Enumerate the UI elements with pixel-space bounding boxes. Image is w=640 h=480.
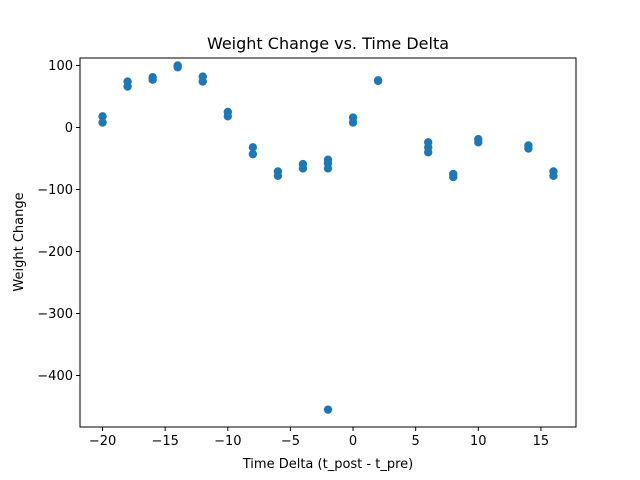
data-point xyxy=(248,143,258,152)
data-point xyxy=(123,82,132,91)
data-point xyxy=(424,148,433,157)
chart-title: Weight Change vs. Time Delta xyxy=(207,34,449,53)
data-point xyxy=(449,172,458,182)
data-points xyxy=(98,61,558,414)
data-point xyxy=(474,138,483,147)
x-tick-label: −20 xyxy=(89,434,116,449)
x-tick-label: −15 xyxy=(151,434,178,449)
y-tick-label: −400 xyxy=(37,369,73,384)
data-point xyxy=(524,144,533,153)
y-tick-label: −300 xyxy=(37,307,73,322)
x-tick-label: 10 xyxy=(470,434,487,449)
data-point xyxy=(549,171,558,181)
y-tick-label: −200 xyxy=(37,245,73,260)
x-tick-label: 5 xyxy=(412,434,420,449)
data-point xyxy=(323,164,333,173)
data-point xyxy=(348,118,358,127)
data-point xyxy=(273,171,283,181)
x-tick-label: −5 xyxy=(281,434,300,449)
y-tick-label: −100 xyxy=(37,183,73,198)
y-tick-label: 0 xyxy=(65,121,73,136)
data-point xyxy=(223,112,232,121)
data-point xyxy=(373,76,383,86)
data-point xyxy=(173,63,182,72)
data-point xyxy=(198,77,207,86)
data-point xyxy=(148,75,157,84)
y-tick-label: 100 xyxy=(48,59,73,74)
x-tick-label: 0 xyxy=(349,434,357,449)
data-point xyxy=(323,405,333,414)
data-point xyxy=(298,164,308,173)
y-axis-label: Weight Change xyxy=(12,192,27,291)
x-tick-label: 15 xyxy=(533,434,550,449)
x-tick-label: −10 xyxy=(214,434,241,449)
axes-frame xyxy=(79,57,577,428)
plot-area: −20 −15 −10 −5 0 5 10 15 100 0 −100 −200 −300 −400 xyxy=(37,57,577,449)
x-axis-label: Time Delta (t_post - t_pre) xyxy=(242,457,413,472)
data-point xyxy=(98,118,107,127)
data-point xyxy=(98,112,107,121)
data-point xyxy=(248,149,258,159)
